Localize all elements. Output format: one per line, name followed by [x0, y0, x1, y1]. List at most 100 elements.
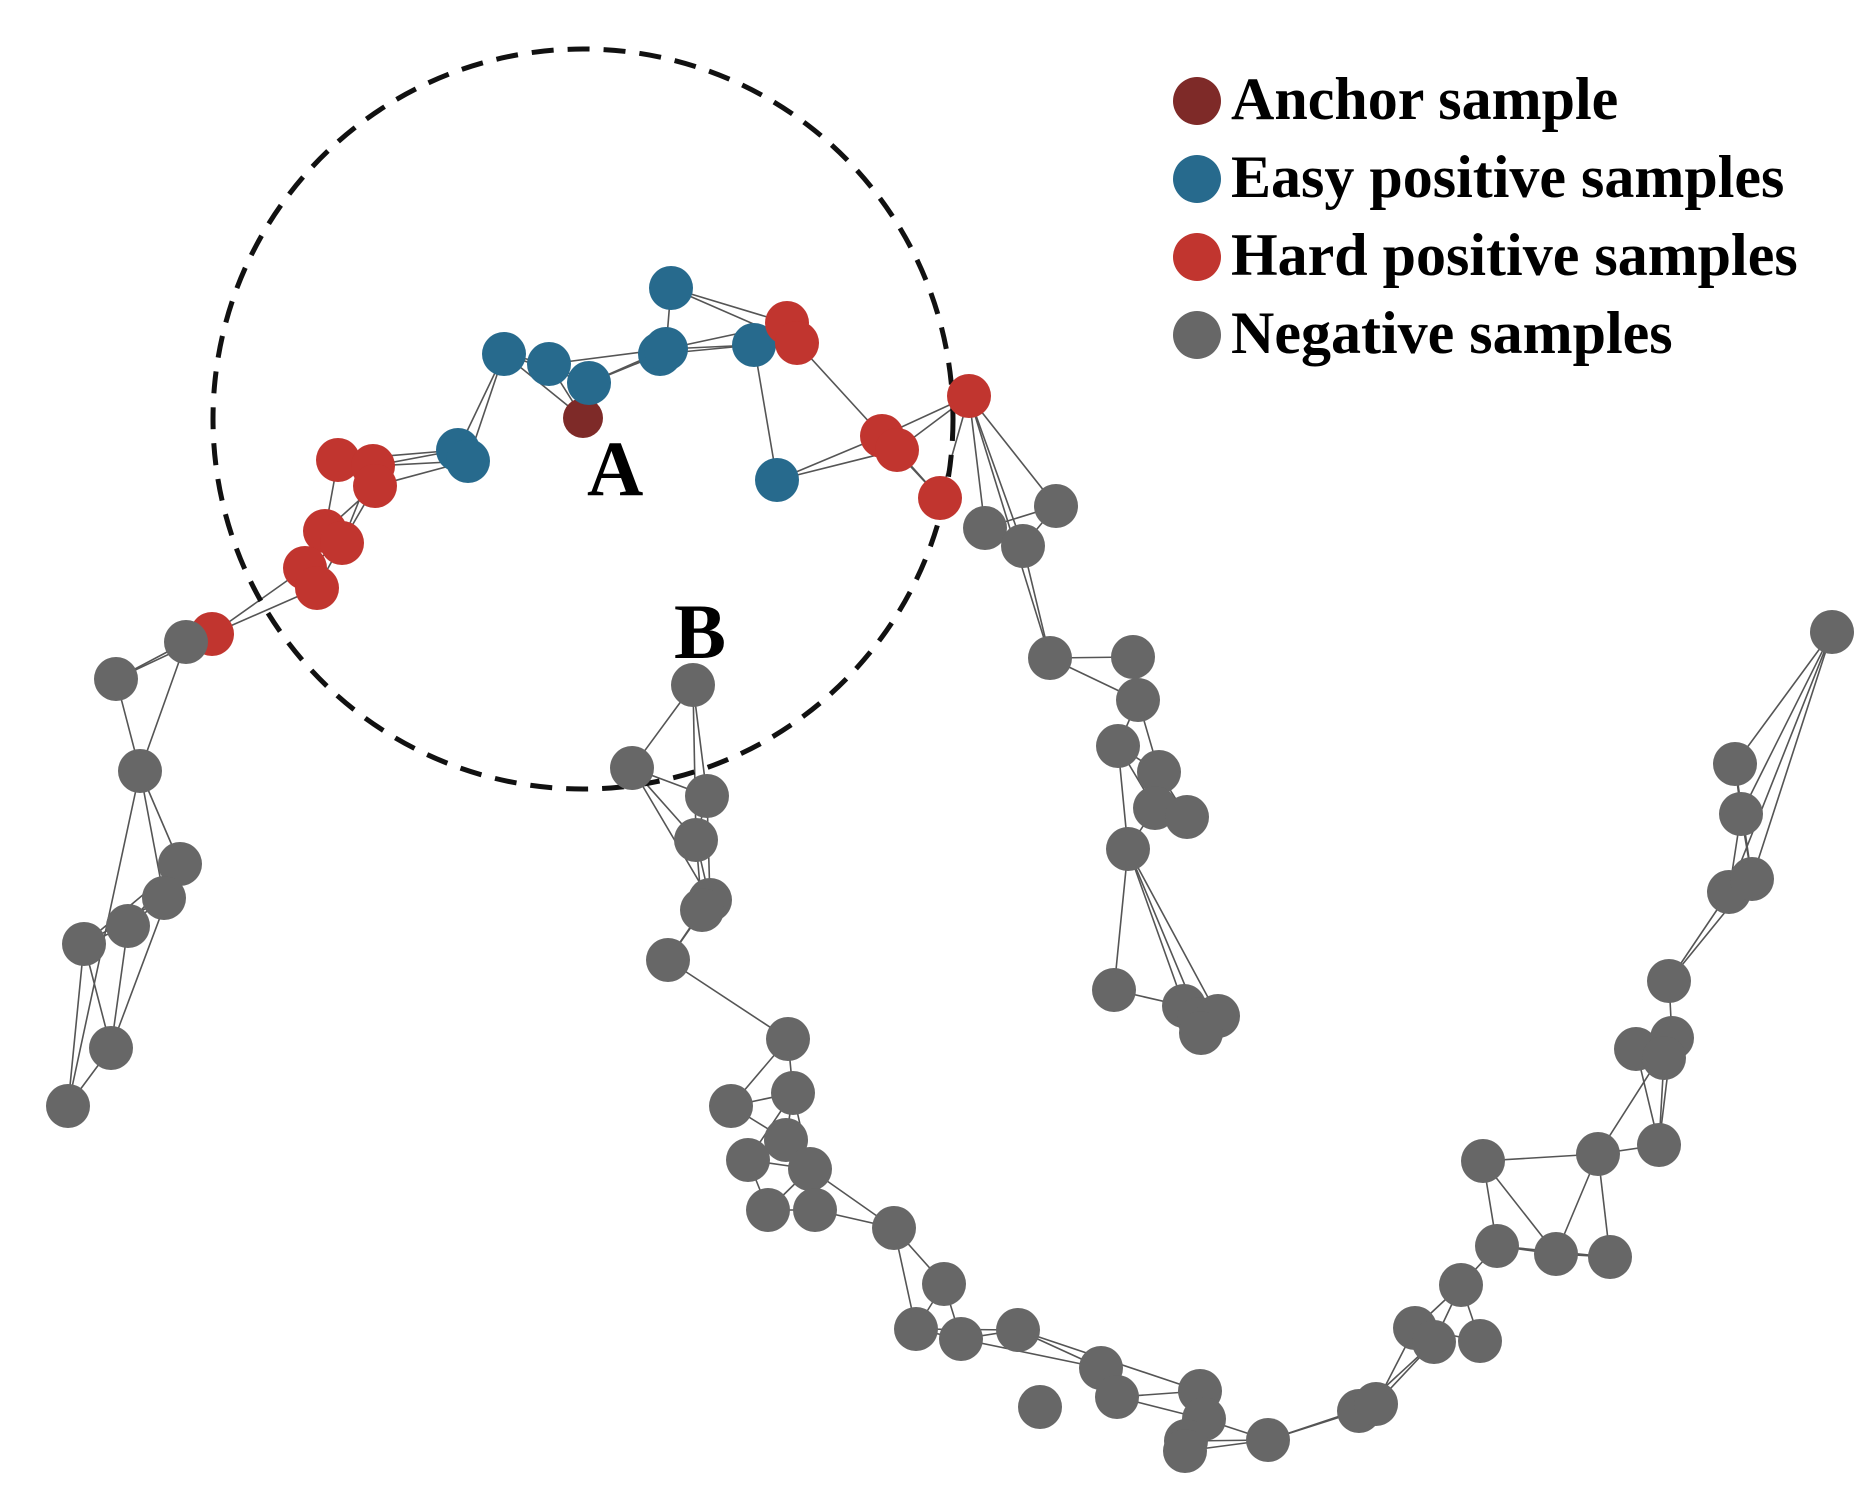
- easy-sample-node: [755, 458, 799, 502]
- graph-edge: [968, 395, 986, 529]
- legend-item-hard: Hard positive samples: [1173, 222, 1798, 288]
- negative-sample-node: [610, 746, 654, 790]
- graph-edge: [1127, 848, 1219, 1017]
- easy-sample-node: [527, 342, 571, 386]
- legend-item-easy: Easy positive samples: [1173, 144, 1784, 210]
- negative-sample-node: [1647, 959, 1691, 1003]
- legend-item-anchor: Anchor sample: [1173, 66, 1618, 132]
- negative-sample-node: [1461, 1139, 1505, 1183]
- easy-sample-node: [732, 323, 776, 367]
- negative-sample-node: [1246, 1418, 1290, 1462]
- graph-edge: [1740, 631, 1833, 815]
- hard-sample-node: [875, 428, 919, 472]
- negative-sample-node: [1165, 795, 1209, 839]
- label-b: B: [674, 588, 726, 675]
- legend-label-easy: Easy positive samples: [1231, 144, 1784, 210]
- legend-label-hard: Hard positive samples: [1231, 222, 1798, 288]
- graph-edge: [968, 395, 1024, 547]
- legend-label-anchor: Anchor sample: [1231, 66, 1618, 132]
- negative-sample-node: [62, 922, 106, 966]
- negative-sample-node: [788, 1147, 832, 1191]
- negative-sample-node: [1642, 1036, 1686, 1080]
- negative-sample-node: [1028, 636, 1072, 680]
- hard-sample-node: [353, 464, 397, 508]
- graph-edge: [631, 767, 711, 901]
- negative-sample-node: [1111, 635, 1155, 679]
- graph-nodes: [46, 266, 1854, 1473]
- legend-swatch-easy: [1173, 155, 1221, 203]
- negative-sample-node: [726, 1138, 770, 1182]
- negative-sample-node: [1137, 750, 1181, 794]
- graph-edge: [139, 641, 187, 772]
- negative-sample-node: [1116, 678, 1160, 722]
- graph-edge: [667, 959, 789, 1040]
- negative-sample-node: [646, 938, 690, 982]
- negative-sample-node: [894, 1307, 938, 1351]
- negative-sample-node: [94, 657, 138, 701]
- easy-sample-node: [567, 361, 611, 405]
- negative-sample-node: [46, 1084, 90, 1128]
- negative-sample-node: [766, 1017, 810, 1061]
- anchor-sample-node: [563, 398, 603, 438]
- negative-sample-node: [1576, 1132, 1620, 1176]
- graph-edge: [753, 344, 778, 481]
- legend-swatch-anchor: [1173, 77, 1221, 125]
- negative-sample-node: [922, 1262, 966, 1306]
- graph-edge: [1127, 848, 1185, 1007]
- graph-edge: [1734, 631, 1833, 765]
- negative-sample-node: [118, 749, 162, 793]
- negative-sample-node: [1179, 1011, 1223, 1055]
- negative-sample-node: [1719, 792, 1763, 836]
- negative-sample-node: [1354, 1382, 1398, 1426]
- negative-sample-node: [1810, 610, 1854, 654]
- negative-sample-node: [1588, 1235, 1632, 1279]
- legend-swatch-negative: [1173, 311, 1221, 359]
- legend-label-negative: Negative samples: [1231, 300, 1673, 366]
- negative-sample-node: [1001, 524, 1045, 568]
- legend-swatch-hard: [1173, 233, 1221, 281]
- legend-item-negative: Negative samples: [1173, 300, 1673, 366]
- legend: Anchor sample Easy positive samples Hard…: [1173, 66, 1798, 366]
- graph-edge: [1113, 848, 1129, 991]
- negative-sample-node: [1458, 1319, 1502, 1363]
- hard-sample-node: [320, 521, 364, 565]
- negative-sample-node: [1034, 484, 1078, 528]
- label-a: A: [587, 425, 643, 512]
- graph-edge: [1751, 631, 1833, 880]
- hard-sample-node: [775, 321, 819, 365]
- hard-sample-node: [947, 374, 991, 418]
- negative-sample-node: [771, 1071, 815, 1115]
- negative-sample-node: [1163, 1429, 1207, 1473]
- easy-sample-node: [649, 266, 693, 310]
- neighborhood-circle: [210, 46, 956, 792]
- negative-sample-node: [89, 1026, 133, 1070]
- easy-sample-node: [446, 439, 490, 483]
- negative-sample-node: [1018, 1385, 1062, 1429]
- negative-sample-node: [746, 1188, 790, 1232]
- negative-sample-node: [674, 818, 718, 862]
- negative-sample-node: [764, 1118, 808, 1162]
- negative-sample-node: [671, 663, 715, 707]
- negative-sample-node: [106, 904, 150, 948]
- negative-sample-node: [164, 620, 208, 664]
- negative-sample-node: [685, 774, 729, 818]
- negative-sample-node: [1439, 1263, 1483, 1307]
- negative-sample-node: [680, 888, 724, 932]
- negative-sample-node: [1096, 724, 1140, 768]
- negative-sample-node: [996, 1308, 1040, 1352]
- negative-sample-node: [1106, 827, 1150, 871]
- negative-sample-node: [963, 506, 1007, 550]
- hard-sample-node: [316, 438, 360, 482]
- negative-sample-node: [1475, 1224, 1519, 1268]
- graph-edge: [1728, 631, 1833, 893]
- negative-sample-node: [793, 1188, 837, 1232]
- negative-sample-node: [872, 1206, 916, 1250]
- negative-sample-node: [1713, 742, 1757, 786]
- hard-sample-node: [918, 476, 962, 520]
- graph-edge: [67, 943, 85, 1107]
- easy-sample-node: [482, 332, 526, 376]
- negative-sample-node: [1092, 968, 1136, 1012]
- graph-edge: [960, 1338, 1102, 1369]
- negative-sample-node: [709, 1084, 753, 1128]
